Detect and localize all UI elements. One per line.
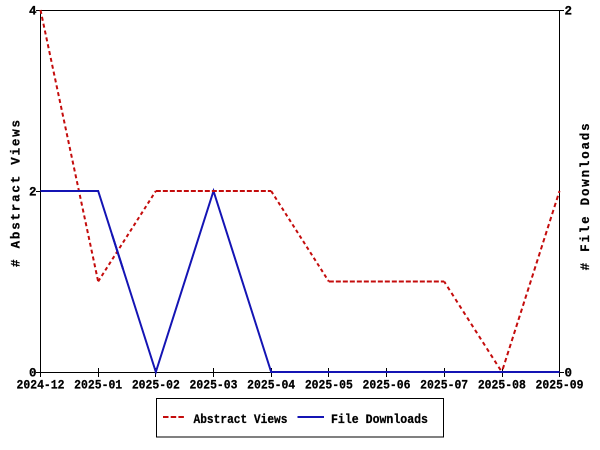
svg-text:2025-01: 2025-01 [74,379,122,393]
svg-text:0: 0 [565,367,573,381]
svg-text:2: 2 [29,186,37,200]
svg-text:2025-07: 2025-07 [420,379,468,393]
svg-text:2025-08: 2025-08 [478,379,526,393]
svg-text:4: 4 [29,5,37,19]
svg-text:# Abstract Views: # Abstract Views [9,118,23,267]
svg-text:2025-03: 2025-03 [190,379,238,393]
svg-text:2025-04: 2025-04 [247,379,295,393]
svg-text:# File Downloads: # File Downloads [579,122,593,271]
svg-text:2024-12: 2024-12 [17,379,65,393]
svg-text:2025-02: 2025-02 [132,379,180,393]
svg-text:2025-06: 2025-06 [363,379,411,393]
svg-text:0: 0 [29,367,37,381]
svg-text:2: 2 [565,5,573,19]
svg-text:2025-05: 2025-05 [305,379,353,393]
svg-text:2025-09: 2025-09 [536,379,584,393]
svg-text:Abstract Views: Abstract Views [194,413,288,427]
svg-text:File Downloads: File Downloads [331,413,428,427]
